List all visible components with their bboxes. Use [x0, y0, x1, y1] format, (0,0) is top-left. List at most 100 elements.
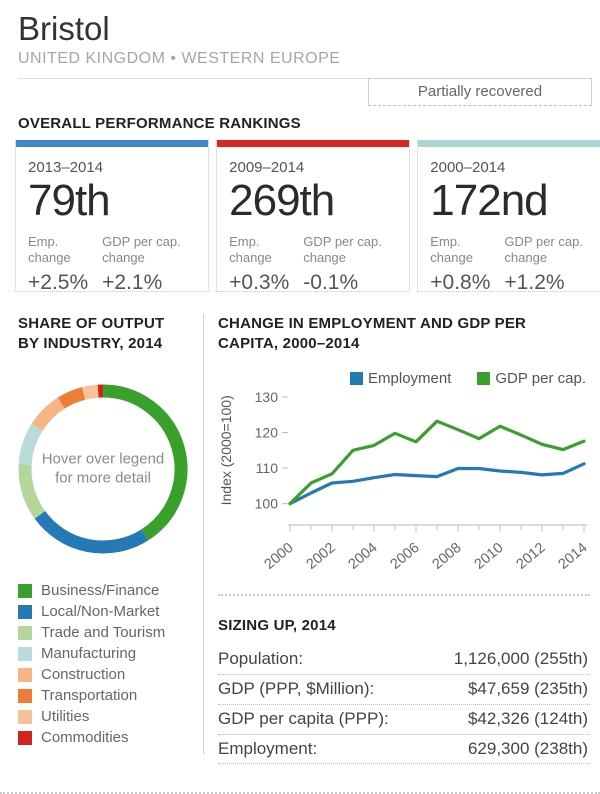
employment-gdp-line-chart[interactable]: Index (2000=100) 100 110 120 130 2000 2002 2004… [218, 389, 591, 581]
x-tick-label: 2006 [388, 540, 423, 573]
card-accent-bar [16, 139, 209, 147]
y-axis-label: Index (2000=100) [218, 396, 234, 506]
legend-label: Construction [41, 666, 126, 684]
industry-legend-item[interactable]: Commodities [18, 727, 203, 748]
legend-label: Manufacturing [41, 645, 137, 663]
page-header: Bristol UNITED KINGDOM • WESTERN EUROPE [0, 0, 600, 68]
sizing-divider [218, 594, 590, 597]
x-tick-label: 2010 [472, 540, 507, 573]
donut-slice-manufacturing[interactable] [18, 424, 43, 466]
ranking-card: 2000–2014 172nd Emp. change +0.8% GDP pe… [417, 139, 600, 295]
line-chart-legend-item[interactable]: GDP per cap. [477, 370, 586, 387]
sizing-table-row: Employment: 629,300 (238th) [218, 735, 590, 765]
sizing-section: SIZING UP, 2014 Population: 1,126,000 (2… [218, 596, 590, 765]
legend-label: Transportation [41, 687, 138, 705]
sizing-table-row: GDP (PPP, $Million): $47,659 (235th) [218, 675, 590, 705]
sizing-table-row: GDP per capita (PPP): $42,326 (124th) [218, 705, 590, 735]
legend-swatch-icon [18, 709, 32, 724]
card-rank: 269th [229, 175, 335, 225]
x-tick-label: 2004 [346, 540, 381, 573]
gdp-change-value: -0.1% [303, 271, 359, 295]
donut-slice-local-non-market[interactable] [34, 511, 149, 554]
industry-legend-item[interactable]: Trade and Tourism [18, 622, 203, 643]
page-title: Bristol [18, 10, 110, 47]
legend-label: Trade and Tourism [41, 624, 166, 642]
industry-legend-item[interactable]: Utilities [18, 706, 203, 727]
card-accent-bar [217, 139, 410, 147]
x-tick-label: 2012 [514, 540, 549, 573]
sizing-row-label: Employment: [218, 738, 318, 758]
trend-column: CHANGE IN EMPLOYMENT AND GDP PER CAPITA,… [204, 314, 600, 765]
legend-swatch-icon [18, 730, 32, 745]
donut-svg[interactable] [14, 380, 192, 558]
sizing-row-label: GDP per capita (PPP): [218, 708, 389, 728]
legend-swatch-icon [18, 688, 32, 703]
main-columns: SHARE OF OUTPUT BY INDUSTRY, 2014 Hover … [0, 313, 600, 765]
card-rank: 172nd [430, 175, 548, 225]
recovery-status-badge: Partially recovered [368, 77, 592, 106]
gdp-change-label: GDP per cap. change [303, 234, 382, 265]
sizing-row-value: $47,659 (235th) [467, 678, 588, 698]
emp-change-value: +0.8% [430, 271, 491, 295]
sizing-row-value: $42,326 (124th) [467, 708, 588, 728]
series-swatch-icon [477, 372, 491, 386]
industry-legend-item[interactable]: Manufacturing [18, 643, 203, 664]
legend-label: Local/Non-Market [41, 603, 160, 621]
industry-legend: Business/Finance Local/Non-Market Trade … [18, 580, 203, 748]
legend-label: Business/Finance [41, 582, 160, 600]
legend-swatch-icon [18, 667, 32, 682]
industry-legend-item[interactable]: Local/Non-Market [18, 601, 203, 622]
industry-legend-item[interactable]: Transportation [18, 685, 203, 706]
series-line-employment[interactable] [288, 462, 586, 506]
emp-change-label: Emp. change [28, 234, 71, 265]
legend-label: Commodities [41, 729, 129, 747]
legend-swatch-icon [18, 604, 32, 619]
sizing-row-value: 629,300 (238th) [467, 738, 588, 758]
line-chart-legend: Employment GDP per cap. [218, 370, 586, 387]
donut-slice-transportation[interactable] [57, 387, 86, 410]
y-tick-label: 120 [255, 425, 279, 441]
emp-change-label: Emp. change [229, 234, 272, 265]
gdp-change-value: +1.2% [504, 271, 565, 295]
series-line-gdp-per-cap-[interactable] [288, 420, 586, 506]
legend-swatch-icon [18, 583, 32, 598]
emp-change-value: +0.3% [229, 271, 290, 295]
sizing-heading: SIZING UP, 2014 [218, 617, 336, 635]
sizing-row-value: 1,126,000 (255th) [453, 648, 588, 668]
card-period: 2013–2014 [28, 158, 104, 176]
y-tick-label: 130 [255, 389, 279, 405]
page-subtitle: UNITED KINGDOM • WESTERN EUROPE [18, 49, 341, 67]
card-rank: 79th [28, 175, 111, 225]
x-tick-label: 2008 [430, 540, 465, 573]
legend-label: Utilities [41, 708, 90, 726]
gdp-change-value: +2.1% [102, 271, 163, 295]
x-tick-label: 2002 [304, 540, 339, 573]
card-period: 2009–2014 [229, 158, 305, 176]
donut-slice-business-finance[interactable] [102, 384, 188, 541]
ranking-cards-row: 2013–2014 79th Emp. change +2.5% GDP per… [15, 139, 600, 295]
line-chart-legend-item[interactable]: Employment [350, 370, 451, 387]
industry-donut-chart[interactable]: Hover over legend for more detail [14, 380, 192, 558]
donut-slice-utilities[interactable] [81, 385, 99, 401]
ranking-card: 2009–2014 269th Emp. change +0.3% GDP pe… [216, 139, 411, 295]
donut-slice-trade-and-tourism[interactable] [18, 464, 46, 520]
emp-change-label: Emp. change [430, 234, 473, 265]
sizing-table: Population: 1,126,000 (255th) GDP (PPP, … [218, 645, 590, 765]
x-tick-label: 2014 [556, 540, 590, 573]
card-period: 2000–2014 [430, 158, 506, 176]
sizing-row-label: GDP (PPP, $Million): [218, 678, 375, 698]
donut-center-note: Hover over legend for more detail [41, 450, 165, 487]
industry-legend-item[interactable]: Construction [18, 664, 203, 685]
gdp-change-label: GDP per cap. change [504, 234, 583, 265]
industry-legend-item[interactable]: Business/Finance [18, 580, 203, 601]
legend-swatch-icon [18, 646, 32, 661]
y-tick-label: 100 [255, 496, 279, 512]
employment-chart-heading: CHANGE IN EMPLOYMENT AND GDP PER CAPITA,… [218, 314, 527, 353]
legend-swatch-icon [18, 625, 32, 640]
gdp-change-label: GDP per cap. change [102, 234, 181, 265]
sizing-row-label: Population: [218, 648, 304, 668]
donut-slice-construction[interactable] [31, 398, 65, 432]
rankings-heading: OVERALL PERFORMANCE RANKINGS [18, 114, 301, 132]
series-label: GDP per cap. [495, 370, 586, 388]
